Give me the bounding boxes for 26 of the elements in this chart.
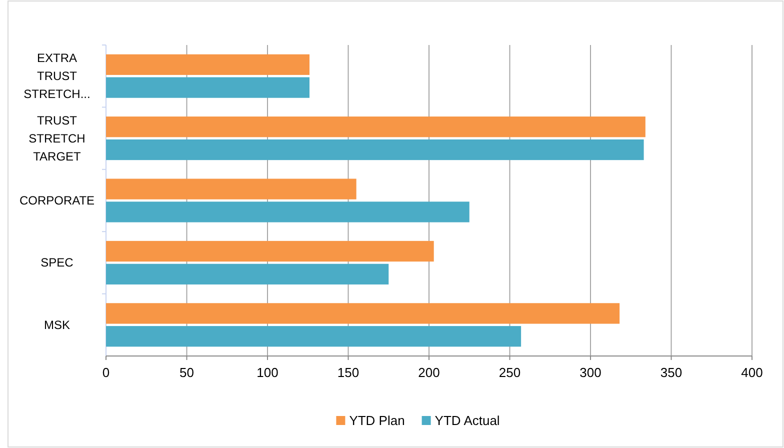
y-tick-label: CORPORATE [19,194,95,208]
x-tick-label: 50 [180,365,194,380]
x-tick-label: 150 [337,365,360,380]
y-tick-label: TRUST STRETCH TARGET [28,113,86,164]
bar [106,116,646,138]
y-tick-label: MSK [44,318,70,332]
bar [106,240,434,262]
x-tick-label: 200 [418,365,440,380]
bar [106,326,522,347]
x-tick-label: 100 [256,365,278,380]
legend-label: YTD Plan [349,413,405,428]
bar [106,77,310,98]
x-tick-label: 250 [498,365,521,380]
y-tick-label: EXTRA TRUST STRETCH... [24,51,90,102]
x-tick-label: 300 [580,365,602,380]
bar [106,139,644,160]
x-tick-label: 350 [660,365,682,380]
bar [106,178,356,200]
bar [106,264,389,284]
bar [106,54,310,75]
x-tick-label: 0 [102,365,110,380]
bar [106,303,620,324]
y-tick-label: SPEC [40,256,74,270]
legend-label: YTD Actual [434,413,500,428]
bar [106,202,470,222]
x-tick-label: 400 [741,365,763,380]
